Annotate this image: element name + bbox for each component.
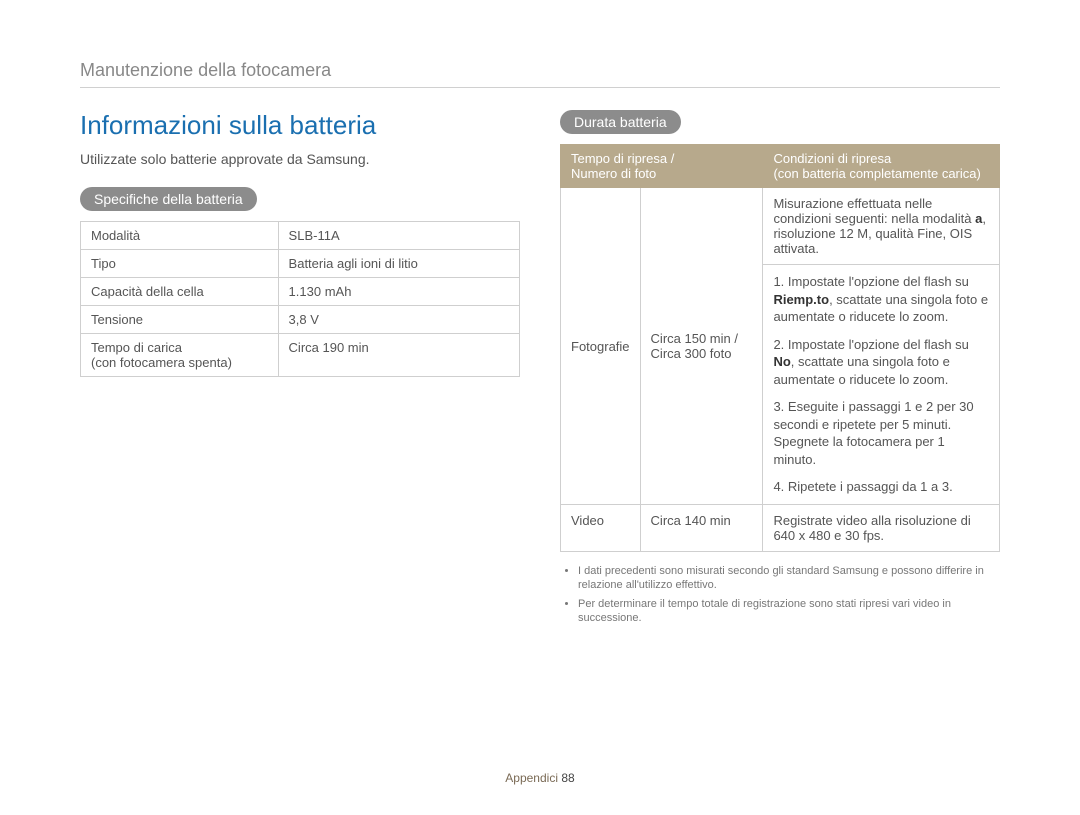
- footer-page-number: 88: [561, 771, 574, 785]
- duration-pill: Durata batteria: [560, 110, 681, 134]
- left-column: Informazioni sulla batteria Utilizzate s…: [80, 110, 520, 629]
- table-row: Tipo Batteria agli ioni di litio: [81, 250, 520, 278]
- table-row: Capacità della cella 1.130 mAh: [81, 278, 520, 306]
- table-row: Video Circa 140 min Registrate video all…: [561, 505, 1000, 552]
- spec-value: Batteria agli ioni di litio: [278, 250, 519, 278]
- step-2: 2. Impostate l'opzione del flash su No, …: [773, 336, 989, 389]
- page-footer: Appendici 88: [0, 771, 1080, 785]
- step2-b: , scattate una singola foto e aumentate …: [773, 354, 949, 387]
- spec-pill: Specifiche della batteria: [80, 187, 257, 211]
- table-row: Fotografie Circa 150 min / Circa 300 fot…: [561, 188, 1000, 265]
- page-title: Informazioni sulla batteria: [80, 110, 520, 141]
- dur-cond-steps: 1. Impostate l'opzione del flash su Riem…: [763, 265, 1000, 505]
- two-column-layout: Informazioni sulla batteria Utilizzate s…: [80, 110, 1000, 629]
- footnote-item: Per determinare il tempo totale di regis…: [578, 597, 1000, 626]
- footer-section: Appendici: [505, 771, 558, 785]
- step-1: 1. Impostate l'opzione del flash su Riem…: [773, 273, 989, 326]
- footnote-item: I dati precedenti sono misurati secondo …: [578, 564, 1000, 593]
- step-3: 3. Eseguite i passaggi 1 e 2 per 30 seco…: [773, 398, 989, 468]
- page-content: Manutenzione della fotocamera Informazio…: [0, 0, 1080, 669]
- step2-a: 2. Impostate l'opzione del flash su: [773, 337, 968, 352]
- dur-video-time: Circa 140 min: [640, 505, 763, 552]
- spec-value: 1.130 mAh: [278, 278, 519, 306]
- spec-label: Tempo di carica (con fotocamera spenta): [81, 334, 279, 377]
- table-row: Tensione 3,8 V: [81, 306, 520, 334]
- dur-foto-label: Fotografie: [561, 188, 641, 505]
- spec-value: SLB-11A: [278, 222, 519, 250]
- spec-value: Circa 190 min: [278, 334, 519, 377]
- dur-head-2: Condizioni di ripresa (con batteria comp…: [763, 145, 1000, 188]
- dur-cond-intro: Misurazione effettuata nelle condizioni …: [763, 188, 1000, 265]
- spec-label: Modalità: [81, 222, 279, 250]
- footnotes: I dati precedenti sono misurati secondo …: [560, 564, 1000, 625]
- duration-table: Tempo di ripresa / Numero di foto Condiz…: [560, 144, 1000, 552]
- intro-text: Utilizzate solo batterie approvate da Sa…: [80, 151, 520, 167]
- dur-video-label: Video: [561, 505, 641, 552]
- spec-table: Modalità SLB-11A Tipo Batteria agli ioni…: [80, 221, 520, 377]
- dur-video-cond: Registrate video alla risoluzione di 640…: [763, 505, 1000, 552]
- spec-label: Tipo: [81, 250, 279, 278]
- cond-intro-a: Misurazione effettuata nelle condizioni …: [773, 196, 975, 226]
- dur-head-1: Tempo di ripresa / Numero di foto: [561, 145, 763, 188]
- spec-label: Capacità della cella: [81, 278, 279, 306]
- step-4: 4. Ripetete i passaggi da 1 a 3.: [773, 478, 989, 496]
- table-row: Tempo di carica (con fotocamera spenta) …: [81, 334, 520, 377]
- step1-bold: Riemp.to: [773, 292, 829, 307]
- spec-value: 3,8 V: [278, 306, 519, 334]
- right-column: Durata batteria Tempo di ripresa / Numer…: [560, 110, 1000, 629]
- table-header-row: Tempo di ripresa / Numero di foto Condiz…: [561, 145, 1000, 188]
- spec-label: Tensione: [81, 306, 279, 334]
- table-row: Modalità SLB-11A: [81, 222, 520, 250]
- step2-bold: No: [773, 354, 790, 369]
- dur-foto-time: Circa 150 min / Circa 300 foto: [640, 188, 763, 505]
- step1-a: 1. Impostate l'opzione del flash su: [773, 274, 968, 289]
- breadcrumb: Manutenzione della fotocamera: [80, 60, 1000, 88]
